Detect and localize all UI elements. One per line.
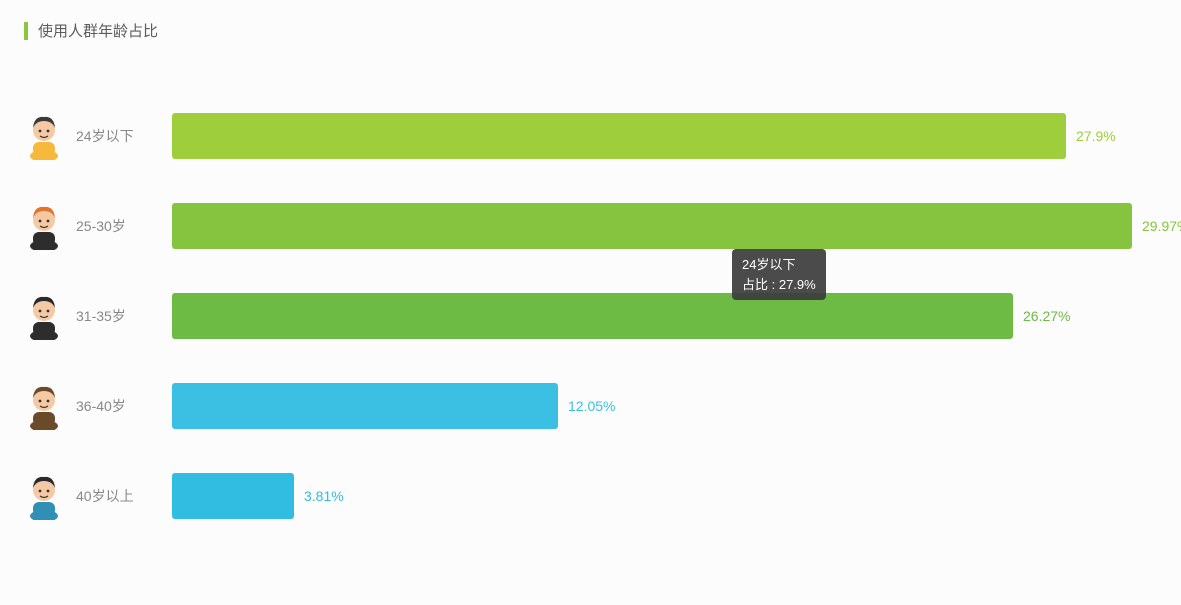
bar[interactable] [172, 383, 558, 429]
age-label: 25-30岁 [76, 216, 172, 236]
bar-area: 27.9% [172, 113, 1157, 159]
bar-row: 24岁以下 27.9% [24, 91, 1157, 181]
bar[interactable] [172, 113, 1066, 159]
age-label: 40岁以上 [76, 486, 172, 506]
bar-area: 26.27% [172, 293, 1157, 339]
age-label: 24岁以下 [76, 126, 172, 146]
person-icon [24, 202, 64, 250]
bar-value: 29.97% [1142, 218, 1181, 234]
tooltip: 24岁以下占比 : 27.9% [732, 249, 826, 300]
bar[interactable] [172, 293, 1013, 339]
age-label: 31-35岁 [76, 306, 172, 326]
chart-title: 使用人群年龄占比 [38, 20, 158, 41]
person-icon [24, 112, 64, 160]
bar-area: 3.81% [172, 473, 1157, 519]
bar-value: 12.05% [568, 398, 615, 414]
title-accent-bar [24, 22, 28, 40]
bar-value: 27.9% [1076, 128, 1116, 144]
bar-rows: 24岁以下 27.9% 25-30岁29.97%24岁以下占比 : 27.9% 3… [24, 91, 1157, 541]
bar-area: 29.97%24岁以下占比 : 27.9% [172, 203, 1181, 249]
bar-value: 26.27% [1023, 308, 1070, 324]
person-icon [24, 472, 64, 520]
bar-row: 25-30岁29.97%24岁以下占比 : 27.9% [24, 181, 1157, 271]
bar-value: 3.81% [304, 488, 344, 504]
bar-area: 12.05% [172, 383, 1157, 429]
bar-row: 31-35岁 26.27% [24, 271, 1157, 361]
bar-row: 36-40岁 12.05% [24, 361, 1157, 451]
bar[interactable] [172, 473, 294, 519]
person-icon [24, 292, 64, 340]
chart-header: 使用人群年龄占比 [24, 20, 1157, 41]
bar[interactable] [172, 203, 1132, 249]
person-icon [24, 382, 64, 430]
age-label: 36-40岁 [76, 396, 172, 416]
bar-row: 40岁以上 3.81% [24, 451, 1157, 541]
